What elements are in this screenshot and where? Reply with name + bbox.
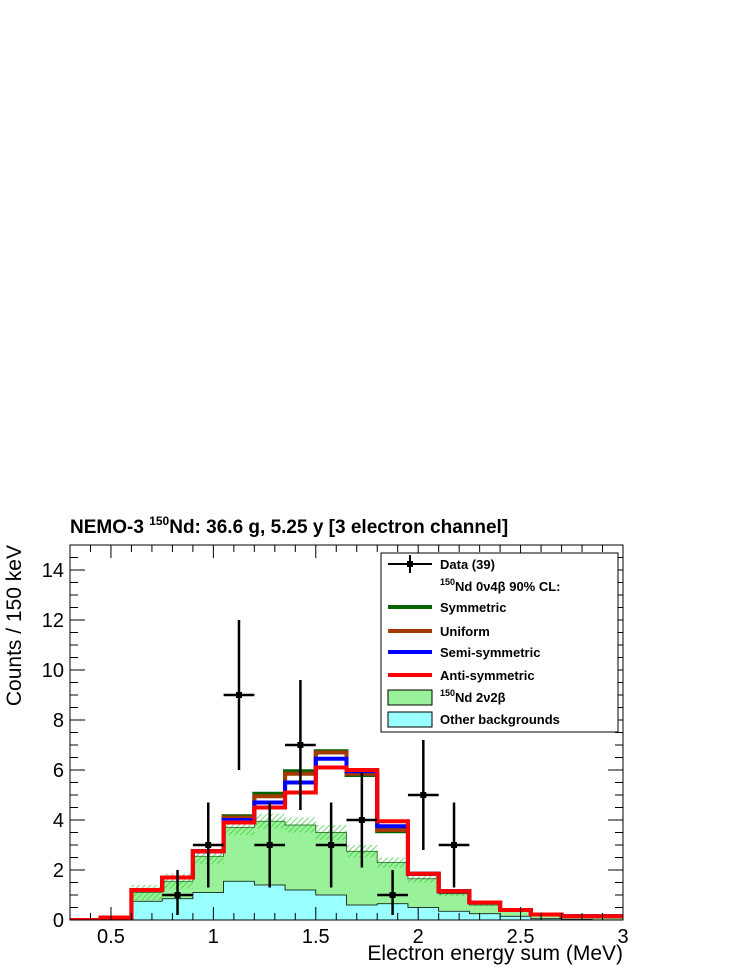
legend-label-symmetric: Symmetric xyxy=(440,600,506,615)
legend: Data (39)150Nd 0ν4β 90% CL:SymmetricUnif… xyxy=(380,552,619,733)
y-tick-label: 14 xyxy=(42,560,64,582)
y-tick-label: 12 xyxy=(42,610,64,632)
anti-symmetric-line xyxy=(70,765,623,920)
data-point xyxy=(346,772,378,868)
data-marker xyxy=(451,842,458,848)
legend-label-text: Nd 0ν4β 90% CL: xyxy=(455,579,560,594)
y-axis-title: Counts / 150 keV xyxy=(3,545,26,706)
data-point xyxy=(285,680,316,810)
legend-entry-other: Other backgrounds xyxy=(387,711,560,728)
background-fills xyxy=(70,813,623,920)
x-tick-label: 1 xyxy=(208,926,219,948)
signal-lines xyxy=(70,749,623,920)
legend-label-other: Other backgrounds xyxy=(440,712,560,727)
data-point xyxy=(377,870,408,915)
data-point xyxy=(162,870,193,915)
y-tick-label: 0 xyxy=(53,910,64,932)
y-tick-label: 8 xyxy=(53,710,64,732)
legend-entry-nd2v2b: 150Nd 2ν2β xyxy=(387,688,506,706)
legend-data-marker xyxy=(407,561,413,567)
legend-entry-header: 150Nd 0ν4β 90% CL: xyxy=(440,577,561,594)
axes: 0.5 1 1.5 2 2.5 3 0 2 4 6 8 10 12 14 xyxy=(42,544,629,948)
data-points xyxy=(162,620,470,915)
legend-label-semi: Semi-symmetric xyxy=(440,645,540,660)
data-marker xyxy=(358,817,365,823)
data-point xyxy=(407,740,439,850)
legend-label-anti: Anti-symmetric xyxy=(440,668,535,683)
data-point xyxy=(438,802,470,888)
legend-superscript: 150 xyxy=(440,688,455,698)
data-marker xyxy=(235,692,242,698)
legend-label-data: Data (39) xyxy=(440,557,495,572)
y-tick-label: 6 xyxy=(53,760,64,782)
legend-entry-uniform: Uniform xyxy=(388,624,490,639)
legend-nd2v2b-swatch xyxy=(387,689,433,706)
legend-label-text: Nd 2ν2β xyxy=(455,690,506,705)
data-point xyxy=(192,802,224,888)
x-tick-label: 1.5 xyxy=(302,926,330,948)
chart-title: NEMO-3 150Nd: 36.6 g, 5.25 y [3 electron… xyxy=(70,514,508,538)
data-marker xyxy=(420,792,427,798)
data-point xyxy=(315,802,347,888)
legend-entry-symmetric: Symmetric xyxy=(388,600,506,615)
x-axis-title: Electron energy sum (MeV) xyxy=(367,942,623,965)
x-tick-label: 2 xyxy=(413,926,424,948)
data-marker xyxy=(266,842,273,848)
data-marker xyxy=(174,892,181,898)
legend-entry-data: Data (39) xyxy=(388,555,495,573)
data-point xyxy=(223,620,255,770)
y-tick-label: 4 xyxy=(53,810,64,832)
legend-other-swatch xyxy=(387,711,433,728)
legend-label-header: 150Nd 0ν4β 90% CL: xyxy=(440,577,561,594)
legend-label-nd2v2b: 150Nd 2ν2β xyxy=(440,688,506,705)
legend-entry-semi: Semi-symmetric xyxy=(388,645,540,660)
data-marker xyxy=(297,742,304,748)
data-point xyxy=(254,802,286,888)
x-tick-label: 0.5 xyxy=(97,926,125,948)
legend-entry-anti: Anti-symmetric xyxy=(388,668,535,683)
x-tick-label: 2.5 xyxy=(507,926,535,948)
data-marker xyxy=(389,892,396,898)
data-marker xyxy=(205,842,212,848)
y-tick-label: 2 xyxy=(53,860,64,882)
other-backgrounds-outline xyxy=(70,880,623,920)
legend-superscript: 150 xyxy=(440,577,455,587)
y-tick-label: 10 xyxy=(42,660,64,682)
x-tick-label: 3 xyxy=(617,926,628,948)
data-marker xyxy=(328,842,335,848)
legend-label-uniform: Uniform xyxy=(440,624,490,639)
